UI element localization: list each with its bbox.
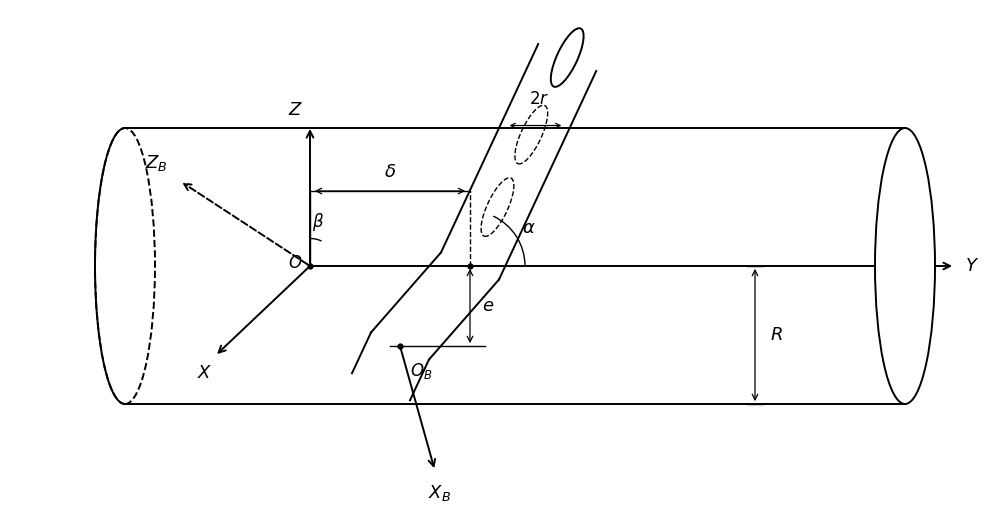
Text: $Z_B$: $Z_B$ <box>145 153 168 173</box>
Text: $O_B$: $O_B$ <box>410 361 432 381</box>
Text: $X$: $X$ <box>197 364 213 382</box>
Text: $\delta$: $\delta$ <box>384 163 396 181</box>
Text: $Y$: $Y$ <box>965 257 979 275</box>
Text: $\alpha$: $\alpha$ <box>522 219 536 237</box>
Text: $X_B$: $X_B$ <box>428 483 452 503</box>
Text: $e$: $e$ <box>482 297 494 315</box>
Text: $\beta$: $\beta$ <box>312 211 324 233</box>
Ellipse shape <box>551 28 584 87</box>
Text: $Z$: $Z$ <box>288 101 303 119</box>
Text: $O$: $O$ <box>288 254 302 271</box>
Text: $R$: $R$ <box>770 326 783 344</box>
Text: $2r$: $2r$ <box>529 90 550 107</box>
Ellipse shape <box>875 128 935 404</box>
